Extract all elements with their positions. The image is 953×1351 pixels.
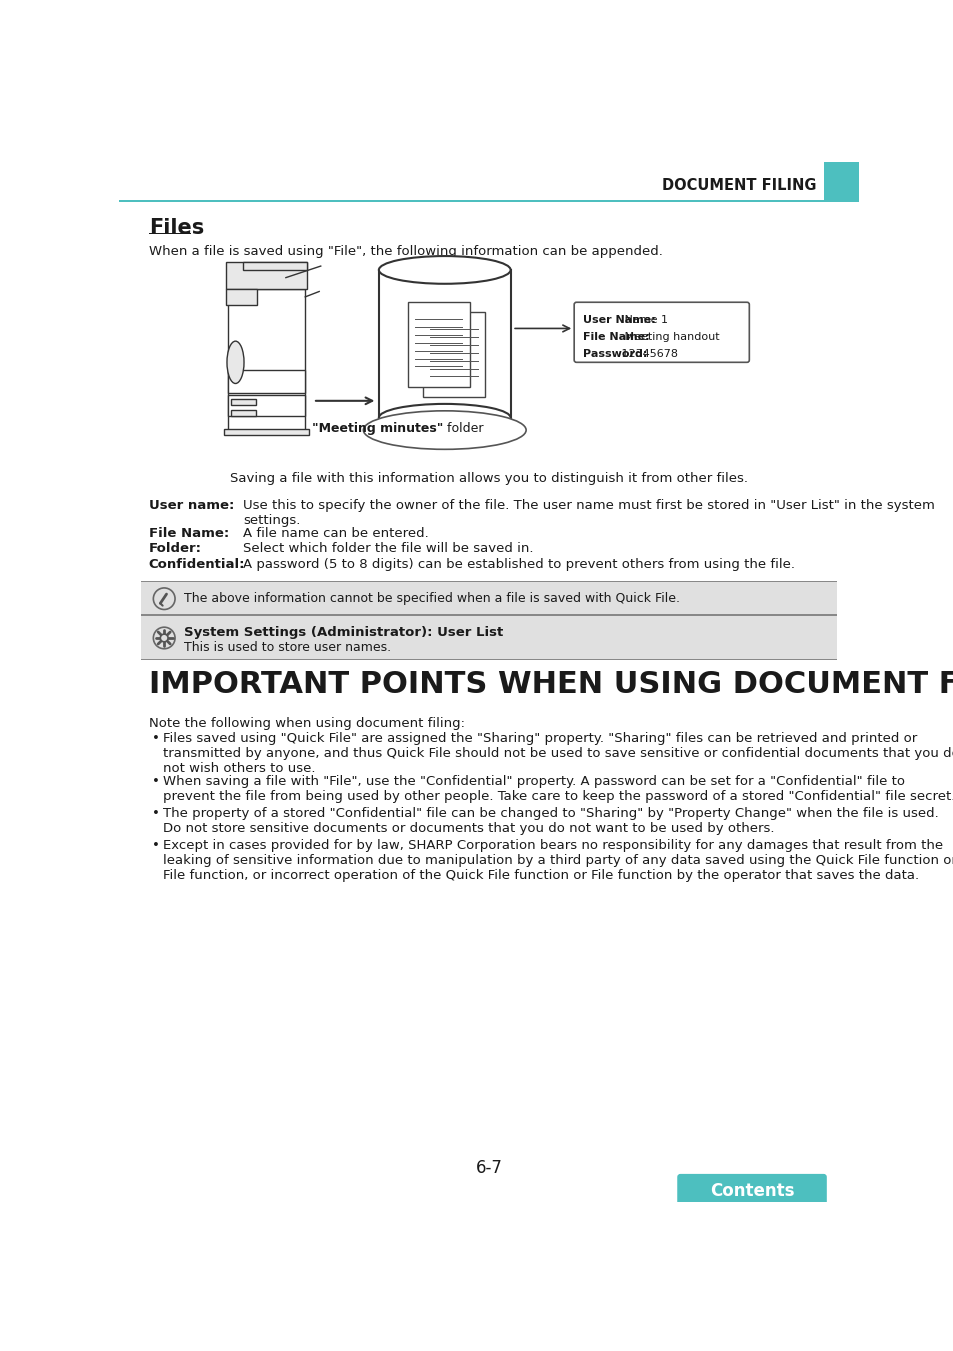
Text: User Name:: User Name: (582, 315, 655, 326)
Text: User name:: User name: (149, 499, 233, 512)
Bar (231, 411, 255, 416)
Text: Confidential:: Confidential: (149, 558, 245, 571)
Text: When a file is saved using "File", the following information can be appended.: When a file is saved using "File", the f… (149, 246, 662, 258)
Bar (224, 430, 309, 435)
Bar (378, 270, 510, 431)
Text: Note the following when using document filing:: Note the following when using document f… (149, 716, 464, 730)
Ellipse shape (363, 411, 525, 450)
Text: Password:: Password: (582, 349, 646, 359)
Text: Select which folder the file will be saved in.: Select which folder the file will be sav… (243, 543, 533, 555)
Text: Folder:: Folder: (149, 543, 201, 555)
Ellipse shape (378, 257, 510, 284)
Text: •: • (152, 839, 159, 851)
Text: Contents: Contents (709, 1182, 794, 1200)
Bar (141, 616, 836, 661)
FancyBboxPatch shape (574, 303, 748, 362)
Text: When saving a file with "File", use the "Confidential" property. A password can : When saving a file with "File", use the … (163, 775, 953, 804)
Ellipse shape (378, 257, 510, 284)
Text: Name 1: Name 1 (620, 315, 668, 326)
Bar (228, 394, 305, 416)
Text: File Name:: File Name: (582, 332, 649, 342)
Bar (226, 289, 257, 304)
Text: A file name can be entered.: A file name can be entered. (243, 527, 429, 540)
Text: File Name:: File Name: (149, 527, 229, 540)
Text: Files: Files (149, 218, 204, 238)
Text: •: • (152, 807, 159, 820)
FancyBboxPatch shape (422, 312, 484, 397)
Text: •: • (152, 732, 159, 744)
Text: Use this to specify the owner of the file. The user name must first be stored in: Use this to specify the owner of the fil… (243, 499, 934, 527)
Ellipse shape (378, 404, 510, 431)
FancyBboxPatch shape (407, 303, 469, 386)
Text: The property of a stored "Confidential" file can be changed to "Sharing" by "Pro: The property of a stored "Confidential" … (163, 807, 938, 835)
Ellipse shape (227, 342, 244, 384)
Text: 12345678: 12345678 (617, 349, 677, 359)
Text: Saving a file with this information allows you to distinguish it from other file: Saving a file with this information allo… (230, 471, 747, 485)
Bar (119, 200, 858, 203)
Text: System Settings (Administrator): User List: System Settings (Administrator): User Li… (183, 627, 502, 639)
Text: Except in cases provided for by law, SHARP Corporation bears no responsibility f: Except in cases provided for by law, SHA… (163, 839, 953, 882)
Text: Files saved using "Quick File" are assigned the "Sharing" property. "Sharing" fi: Files saved using "Quick File" are assig… (163, 732, 953, 775)
Text: 6-7: 6-7 (475, 1159, 502, 1177)
Circle shape (153, 588, 174, 609)
Text: folder: folder (443, 422, 483, 435)
Bar (228, 370, 305, 393)
FancyBboxPatch shape (677, 1174, 826, 1208)
Text: Meeting handout: Meeting handout (620, 332, 720, 342)
Circle shape (153, 627, 174, 648)
Bar (823, 162, 858, 203)
Bar (228, 289, 305, 431)
Text: •: • (152, 775, 159, 789)
Text: This is used to store user names.: This is used to store user names. (183, 642, 391, 654)
Text: "Meeting minutes": "Meeting minutes" (312, 422, 443, 435)
Bar (141, 582, 836, 616)
Bar (226, 262, 307, 289)
Circle shape (160, 634, 168, 642)
Bar (231, 399, 255, 405)
Text: IMPORTANT POINTS WHEN USING DOCUMENT FILING: IMPORTANT POINTS WHEN USING DOCUMENT FIL… (149, 670, 953, 700)
Text: The above information cannot be specified when a file is saved with Quick File.: The above information cannot be specifie… (183, 592, 679, 605)
Text: A password (5 to 8 digits) can be established to prevent others from using the f: A password (5 to 8 digits) can be establ… (243, 558, 795, 571)
Text: DOCUMENT FILING: DOCUMENT FILING (661, 178, 816, 193)
Bar (243, 262, 307, 270)
